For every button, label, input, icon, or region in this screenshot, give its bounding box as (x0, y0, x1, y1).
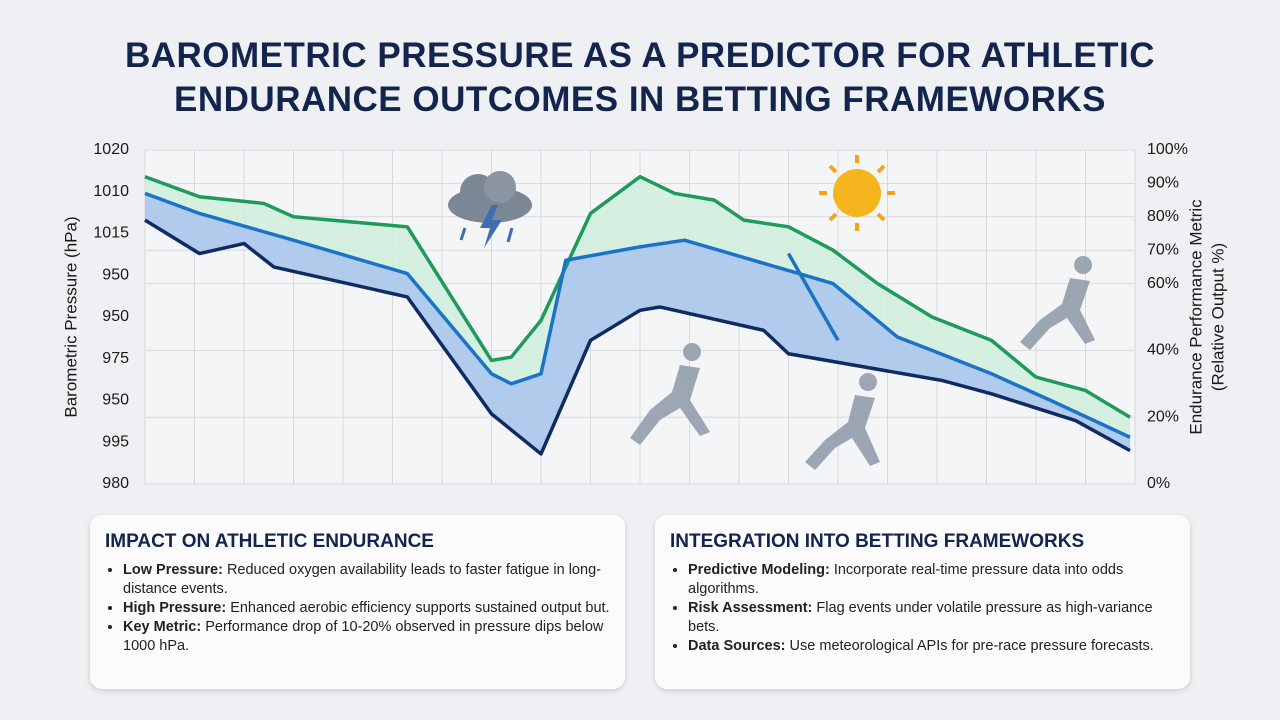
y2-tick-label: 0% (1147, 475, 1170, 492)
card-list: Predictive Modeling: Incorporate real-ti… (670, 561, 1175, 656)
y-tick-label: 995 (102, 433, 129, 450)
item-term: Risk Assessment: (688, 600, 813, 616)
weather-cloud-icon (448, 171, 532, 248)
item-term: High Pressure: (123, 600, 227, 616)
line-series (144, 218, 1131, 456)
item-text: Performance drop of 10-20% observed in p… (123, 619, 604, 654)
y2-tick-label: 100% (1147, 141, 1188, 158)
item-term: Key Metric: (123, 619, 202, 635)
y-tick-label: 1015 (93, 225, 129, 242)
card-item: Predictive Modeling: Incorporate real-ti… (688, 561, 1175, 599)
item-text: Reduced oxygen availability leads to fas… (123, 562, 601, 597)
item-term: Low Pressure: (123, 562, 223, 578)
card-item: Key Metric: Performance drop of 10-20% o… (123, 618, 610, 656)
item-text: Flag events under volatile pressure as h… (688, 600, 1153, 635)
item-text: Enhanced aerobic efficiency supports sus… (230, 600, 610, 616)
card-item: Risk Assessment: Flag events under volat… (688, 599, 1175, 637)
info-card: IMPACT ON ATHLETIC ENDURANCE Low Pressur… (90, 515, 625, 689)
y-axis-label: Barometric Pressure (hPa) (61, 216, 80, 417)
y2-tick-label: 60% (1147, 275, 1179, 292)
card-list: Low Pressure: Reduced oxygen availabilit… (105, 561, 610, 656)
y2-tick-label: 40% (1147, 342, 1179, 359)
line-series (786, 252, 840, 342)
areas (145, 176, 1131, 454)
card-item: Low Pressure: Reduced oxygen availabilit… (123, 561, 610, 599)
y-tick-label: 950 (102, 392, 129, 409)
y-tick-label: 1020 (93, 141, 129, 158)
page-title: BAROMETRIC PRESSURE AS A PREDICTOR FOR A… (124, 36, 1156, 119)
runner-icons (630, 256, 1095, 470)
card-title: IMPACT ON ATHLETIC ENDURANCE (105, 531, 434, 552)
card-item: High Pressure: Enhanced aerobic efficien… (123, 599, 610, 618)
item-term: Data Sources: (688, 638, 786, 654)
area-fill (145, 176, 1131, 454)
y-tick-label: 1010 (93, 183, 129, 200)
item-text: Incorporate real-time pressure data into… (688, 562, 1124, 597)
y-tick-label: 980 (102, 475, 129, 492)
y2-tick-label: 20% (1147, 408, 1179, 425)
y-tick-label: 950 (102, 308, 129, 325)
y2-axis-label: Endurance Performance Metric (1186, 199, 1205, 435)
sun-icon (819, 155, 895, 231)
item-term: Predictive Modeling: (688, 562, 830, 578)
y-tick-label: 950 (102, 266, 129, 283)
item-text: Use meteorological APIs for pre-race pre… (789, 638, 1154, 654)
card-title: INTEGRATION INTO BETTING FRAMEWORKS (670, 531, 1085, 552)
line-series (144, 174, 1131, 419)
card-item: Data Sources: Use meteorological APIs fo… (688, 637, 1175, 656)
info-card: INTEGRATION INTO BETTING FRAMEWORKS Pred… (655, 515, 1190, 689)
y-tick-label: 975 (102, 350, 129, 367)
line-series (144, 191, 1131, 439)
y2-tick-label: 90% (1147, 175, 1179, 192)
y2-tick-label: 70% (1147, 241, 1179, 258)
y2-axis-label: (Relative Output %) (1208, 243, 1227, 391)
y2-tick-label: 80% (1147, 208, 1179, 225)
